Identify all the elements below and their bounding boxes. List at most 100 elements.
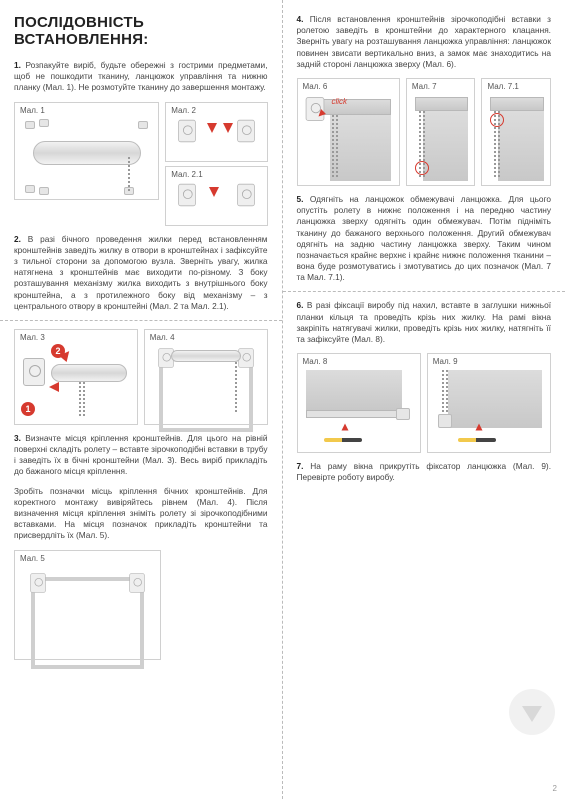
shade-top-icon bbox=[415, 97, 469, 111]
tensioner-icon bbox=[396, 408, 410, 420]
figure-7-body bbox=[411, 95, 471, 181]
figure-4: Мал. 4 bbox=[144, 329, 268, 425]
bracket-icon bbox=[30, 573, 45, 593]
highlight-ring-icon bbox=[415, 161, 429, 175]
bottom-bar-icon bbox=[306, 410, 402, 418]
step-3-text-a: 3. Визначте місця кріплення кронштейнів.… bbox=[14, 433, 268, 478]
chain-icon bbox=[128, 157, 130, 191]
step-3-body-a: Визначте місця кріплення кронштейнів. Дл… bbox=[14, 433, 268, 477]
figure-1-body bbox=[19, 119, 154, 195]
shade-fabric-icon bbox=[306, 370, 402, 410]
step-1-body: Розпакуйте виріб, будьте обережні з гост… bbox=[14, 60, 268, 92]
chain-icon bbox=[235, 362, 237, 412]
figure-2-label: Мал. 2 bbox=[171, 106, 196, 115]
figure-2: Мал. 2 bbox=[165, 102, 267, 162]
step-3-num: 3. bbox=[14, 433, 21, 443]
step-4-num: 4. bbox=[297, 14, 304, 24]
shade-fabric-icon bbox=[423, 111, 469, 181]
figure-7-1-label: Мал. 7.1 bbox=[487, 82, 518, 91]
right-divider bbox=[283, 291, 565, 292]
fig-row-1: Мал. 1 Мал. 2 bbox=[14, 102, 268, 226]
figure-7-label: Мал. 7 bbox=[412, 82, 437, 91]
bracket-icon bbox=[129, 573, 144, 593]
step-2-num: 2. bbox=[14, 234, 21, 244]
chain-holder-icon bbox=[438, 414, 452, 428]
left-column: ПОСЛІДОВНІСТЬ ВСТАНОВЛЕННЯ: 1. Розпакуйт… bbox=[0, 0, 283, 799]
page-root: ПОСЛІДОВНІСТЬ ВСТАНОВЛЕННЯ: 1. Розпакуйт… bbox=[0, 0, 565, 799]
bracket-icon bbox=[23, 358, 45, 386]
figure-6-body: click bbox=[302, 95, 395, 181]
arrow-red-icon bbox=[475, 424, 482, 431]
figure-9-label: Мал. 9 bbox=[433, 357, 458, 366]
right-column: 4. Після встановлення кронштейнів зірочк… bbox=[283, 0, 565, 799]
shade-fabric-icon bbox=[330, 115, 391, 181]
figure-2-body bbox=[170, 119, 262, 157]
bracket-icon bbox=[237, 119, 255, 141]
figure-1: Мал. 1 bbox=[14, 102, 159, 200]
screwdriver-icon bbox=[324, 438, 362, 442]
figure-3-label: Мал. 3 bbox=[20, 333, 45, 342]
figure-5: Мал. 5 bbox=[14, 550, 161, 660]
arrow-red-icon bbox=[209, 187, 219, 197]
arrow-red-icon bbox=[207, 123, 217, 133]
page-number: 2 bbox=[553, 784, 557, 793]
figure-8-body bbox=[302, 370, 416, 448]
shade-fabric-icon bbox=[498, 111, 544, 181]
figure-8: Мал. 8 bbox=[297, 353, 421, 453]
arrow-red-icon bbox=[341, 424, 348, 431]
figure-2-1-label: Мал. 2.1 bbox=[171, 170, 202, 179]
figure-1-label: Мал. 1 bbox=[20, 106, 45, 115]
figure-5-label: Мал. 5 bbox=[20, 554, 45, 563]
step-1-num: 1. bbox=[14, 60, 21, 70]
step-5-num: 5. bbox=[297, 194, 304, 204]
figure-8-label: Мал. 8 bbox=[303, 357, 328, 366]
screwdriver-icon bbox=[458, 438, 496, 442]
part-icon bbox=[25, 185, 35, 193]
roller-tube-icon bbox=[33, 141, 141, 165]
click-label: click bbox=[332, 97, 348, 106]
shade-fabric-icon bbox=[448, 370, 542, 428]
figure-3: Мал. 3 1 2 bbox=[14, 329, 138, 425]
figure-6: Мал. 6 click bbox=[297, 78, 400, 186]
chain-icon bbox=[336, 115, 338, 177]
fig-row-4: Мал. 6 click Мал. 7 bbox=[297, 78, 552, 186]
shade-top-icon bbox=[490, 97, 544, 111]
figure-4-body bbox=[149, 346, 263, 420]
figure-4-label: Мал. 4 bbox=[150, 333, 175, 342]
step-5-text: 5. Одягніть на ланцюжок обмежувачі ланцю… bbox=[297, 194, 552, 284]
callout-1: 1 bbox=[21, 402, 35, 416]
step-7-num: 7. bbox=[297, 461, 304, 471]
step-2-text: 2. В разі бічного проведення жилки перед… bbox=[14, 234, 268, 312]
figure-7-1-body bbox=[486, 95, 546, 181]
chain-icon bbox=[83, 382, 85, 416]
chain-icon bbox=[332, 115, 334, 177]
figure-6-label: Мал. 6 bbox=[303, 82, 328, 91]
step-4-body: Після встановлення кронштейнів зірочкопо… bbox=[297, 14, 552, 69]
roller-tube-icon bbox=[171, 350, 241, 362]
shade-top-icon bbox=[320, 99, 391, 115]
figure-5-body bbox=[19, 567, 156, 655]
figure-3-body: 1 2 bbox=[19, 346, 133, 420]
figure-9-body bbox=[432, 370, 546, 448]
arrow-red-icon bbox=[49, 382, 59, 392]
figure-7: Мал. 7 bbox=[406, 78, 476, 186]
roller-tube-icon bbox=[51, 364, 127, 382]
fig-row-3: Мал. 5 bbox=[14, 550, 268, 660]
figure-7-1: Мал. 7.1 bbox=[481, 78, 551, 186]
step-3-text-b: Зробіть позначки місць кріплення бічних … bbox=[14, 486, 268, 542]
step-2-body: В разі бічного проведення жилки перед вс… bbox=[14, 234, 268, 311]
part-icon bbox=[39, 119, 49, 127]
watermark-icon bbox=[509, 689, 555, 735]
step-6-text: 6. В разі фіксації виробу під нахил, вст… bbox=[297, 300, 552, 345]
bracket-icon bbox=[178, 183, 196, 205]
figure-2-1-body bbox=[170, 183, 262, 221]
main-title: ПОСЛІДОВНІСТЬ ВСТАНОВЛЕННЯ: bbox=[14, 14, 268, 48]
left-divider bbox=[0, 320, 282, 321]
chain-icon bbox=[79, 382, 81, 416]
bracket-icon bbox=[178, 119, 196, 141]
step-7-text: 7. На раму вікна прикрутіть фіксатор лан… bbox=[297, 461, 552, 483]
step-1-text: 1. Розпакуйте виріб, будьте обережні з г… bbox=[14, 60, 268, 94]
part-icon bbox=[39, 187, 49, 195]
bracket-icon bbox=[237, 183, 255, 205]
step-6-body: В разі фіксації виробу під нахил, вставт… bbox=[297, 300, 552, 344]
